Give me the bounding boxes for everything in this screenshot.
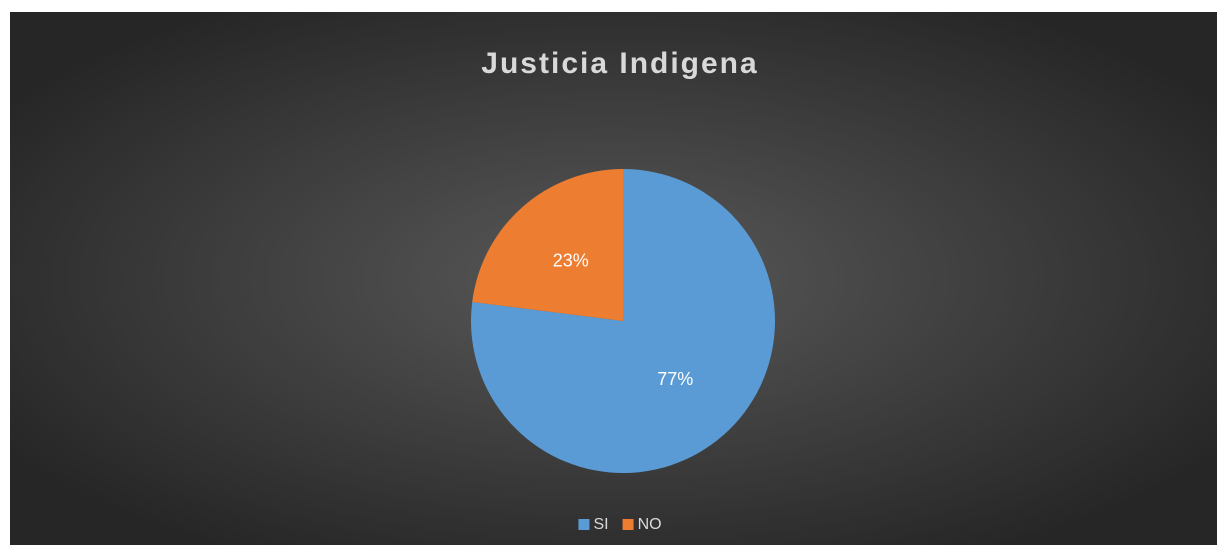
legend-swatch xyxy=(622,519,634,530)
legend-label: NO xyxy=(638,516,662,533)
data-label: 23% xyxy=(553,250,589,270)
pie-slice xyxy=(472,169,623,321)
legend-swatch xyxy=(578,519,590,530)
data-label: 77% xyxy=(657,369,693,389)
chart-title: Justicia Indigena xyxy=(481,47,758,80)
legend-label: SI xyxy=(593,516,608,533)
